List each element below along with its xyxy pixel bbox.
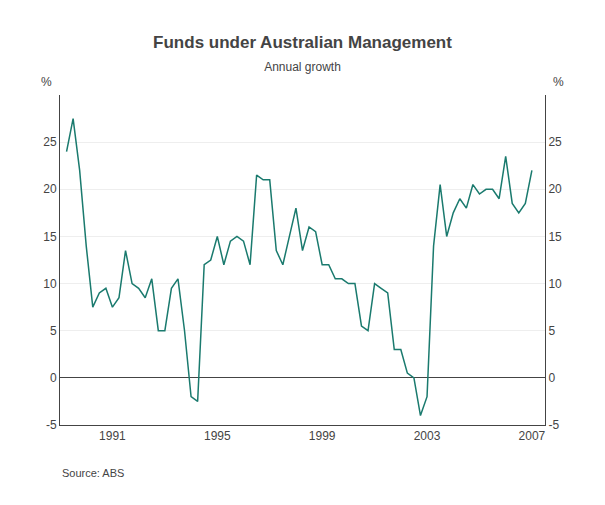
svg-text:%: % (553, 75, 564, 89)
svg-text:0: 0 (548, 371, 555, 385)
svg-text:20: 20 (548, 182, 562, 196)
svg-text:15: 15 (548, 230, 562, 244)
svg-text:10: 10 (548, 277, 562, 291)
svg-text:10: 10 (43, 277, 57, 291)
svg-text:5: 5 (548, 324, 555, 338)
svg-text:%: % (41, 75, 52, 89)
svg-text:Annual growth: Annual growth (264, 60, 341, 74)
svg-text:25: 25 (43, 135, 57, 149)
svg-text:20: 20 (43, 182, 57, 196)
svg-text:15: 15 (43, 230, 57, 244)
svg-text:1991: 1991 (99, 429, 126, 443)
svg-text:1995: 1995 (204, 429, 231, 443)
svg-text:2007: 2007 (519, 429, 546, 443)
svg-text:0: 0 (50, 371, 57, 385)
svg-text:25: 25 (548, 135, 562, 149)
svg-text:2003: 2003 (414, 429, 441, 443)
svg-text:-5: -5 (548, 418, 559, 432)
svg-text:Source: ABS: Source: ABS (62, 467, 124, 479)
svg-text:-5: -5 (46, 418, 57, 432)
svg-text:1999: 1999 (309, 429, 336, 443)
svg-text:Funds under Australian Managem: Funds under Australian Management (153, 33, 452, 52)
svg-text:5: 5 (50, 324, 57, 338)
